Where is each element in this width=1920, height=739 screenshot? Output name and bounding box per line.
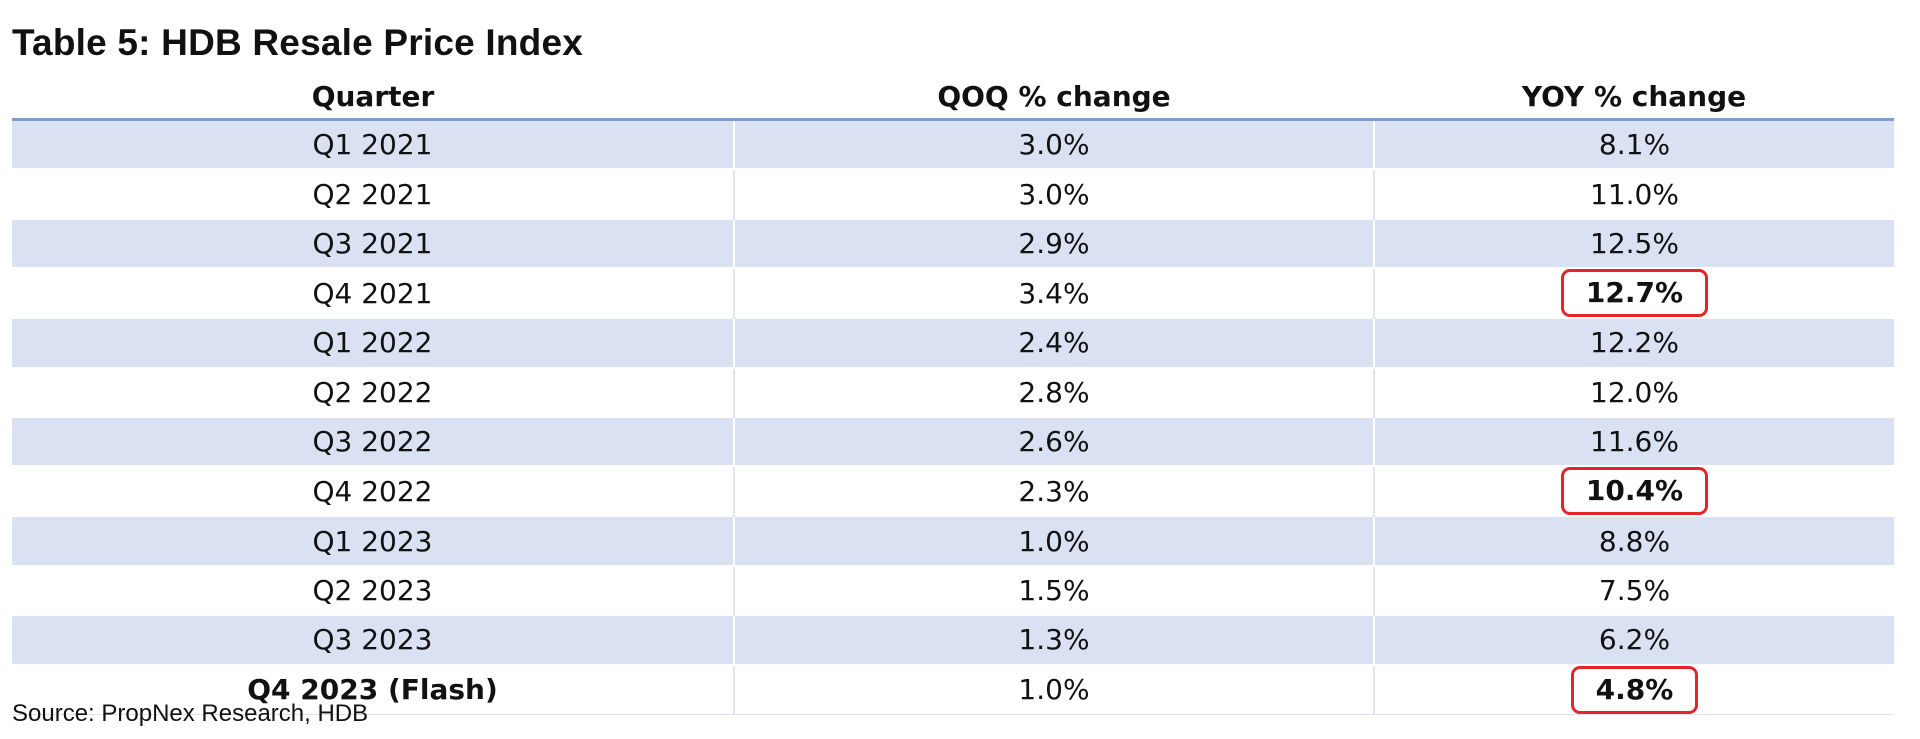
cell-quarter: Q2 2022: [12, 366, 734, 418]
cell-yoy-change: 11.6%: [1373, 415, 1894, 467]
cell-quarter: Q1 2023: [12, 515, 734, 567]
cell-quarter: Q2 2023: [12, 564, 734, 616]
cell-quarter: Q1 2022: [12, 317, 734, 369]
highlighted-yoy-value: 12.7%: [1560, 269, 1709, 318]
cell-yoy-change: 7.5%: [1373, 564, 1894, 616]
table-row: Q2 2021 3.0% 11.0%: [12, 168, 1894, 220]
table-header: Quarter QOQ % change YOY % change: [12, 74, 1894, 121]
cell-qoq-change: 3.4%: [733, 267, 1374, 319]
table-row: Q1 2022 2.4% 12.2%: [12, 317, 1894, 369]
table-title: Table 5: HDB Resale Price Index: [12, 22, 584, 63]
cell-yoy-change: 4.8%: [1373, 663, 1894, 715]
cell-qoq-change: 3.0%: [733, 118, 1374, 170]
cell-yoy-change: 8.1%: [1373, 118, 1894, 170]
header-row: Quarter QOQ % change YOY % change: [12, 74, 1894, 121]
cell-yoy-change: 8.8%: [1373, 515, 1894, 567]
cell-qoq-change: 1.3%: [733, 614, 1374, 666]
table-body: Q1 2021 3.0% 8.1% Q2 2021 3.0% 11.0% Q3 2021 2.…: [12, 118, 1894, 715]
cell-quarter: Q4 2021: [12, 267, 734, 319]
cell-qoq-change: 2.9%: [733, 217, 1374, 269]
highlighted-yoy-value: 10.4%: [1560, 467, 1709, 516]
cell-yoy-change: 6.2%: [1373, 614, 1894, 666]
cell-qoq-change: 1.0%: [733, 663, 1374, 715]
column-header-qoq: QOQ % change: [734, 74, 1374, 121]
cell-qoq-change: 3.0%: [733, 168, 1374, 220]
cell-qoq-change: 2.8%: [733, 366, 1374, 418]
table-row: Q4 2022 2.3% 10.4%: [12, 465, 1894, 517]
table-row: Q2 2023 1.5% 7.5%: [12, 564, 1894, 616]
table-row: Q2 2022 2.8% 12.0%: [12, 366, 1894, 418]
cell-quarter: Q2 2021: [12, 168, 734, 220]
cell-yoy-change: 12.2%: [1373, 317, 1894, 369]
cell-quarter: Q4 2022: [12, 465, 734, 517]
cell-quarter: Q3 2022: [12, 415, 734, 467]
cell-yoy-change: 10.4%: [1373, 465, 1894, 517]
cell-quarter: Q1 2021: [12, 118, 734, 170]
table-row: Q3 2023 1.3% 6.2%: [12, 614, 1894, 666]
table-container: Quarter QOQ % change YOY % change Q1 202…: [12, 74, 1894, 715]
cell-qoq-change: 2.3%: [733, 465, 1374, 517]
table-row: Q3 2021 2.9% 12.5%: [12, 217, 1894, 269]
cell-qoq-change: 1.5%: [733, 564, 1374, 616]
cell-quarter: Q4 2023 (Flash): [12, 663, 734, 715]
cell-yoy-change: 12.5%: [1373, 217, 1894, 269]
table-row: Q1 2023 1.0% 8.8%: [12, 515, 1894, 567]
highlighted-yoy-value: 4.8%: [1570, 665, 1699, 714]
cell-yoy-change: 12.0%: [1373, 366, 1894, 418]
table-row: Q4 2023 (Flash) 1.0% 4.8%: [12, 663, 1894, 715]
resale-price-index-table: Quarter QOQ % change YOY % change Q1 202…: [12, 74, 1894, 715]
column-header-quarter: Quarter: [12, 74, 734, 121]
table-row: Q3 2022 2.6% 11.6%: [12, 415, 1894, 467]
column-header-yoy: YOY % change: [1374, 74, 1894, 121]
cell-quarter: Q3 2021: [12, 217, 734, 269]
cell-qoq-change: 2.4%: [733, 317, 1374, 369]
cell-yoy-change: 12.7%: [1373, 267, 1894, 319]
cell-yoy-change: 11.0%: [1373, 168, 1894, 220]
cell-qoq-change: 1.0%: [733, 515, 1374, 567]
table-row: Q4 2021 3.4% 12.7%: [12, 267, 1894, 319]
cell-qoq-change: 2.6%: [733, 415, 1374, 467]
source-note: Source: PropNex Research, HDB: [12, 700, 369, 727]
table-row: Q1 2021 3.0% 8.1%: [12, 118, 1894, 170]
cell-quarter: Q3 2023: [12, 614, 734, 666]
